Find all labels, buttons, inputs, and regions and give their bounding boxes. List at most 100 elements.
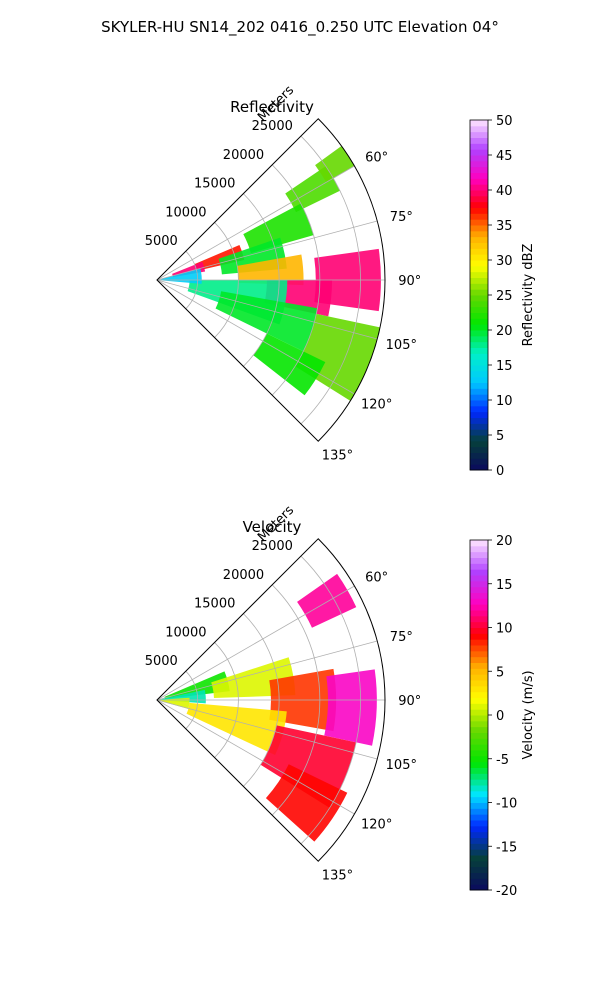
- reflectivity-colorbar-label: Reflectivity dBZ: [521, 244, 536, 347]
- colorbar-tick-label: 20: [496, 534, 513, 549]
- colorbar-segment: [470, 720, 488, 728]
- colorbar-segment: [470, 376, 488, 383]
- colorbar-segment: [470, 545, 488, 553]
- colorbar-segment: [470, 242, 488, 249]
- azimuth-tick-label: 135°: [322, 448, 353, 463]
- colorbar-segment: [470, 761, 488, 768]
- colorbar-segment: [470, 726, 488, 733]
- colorbar-segment: [470, 610, 488, 617]
- colorbar-segment: [470, 125, 488, 133]
- colorbar-tick-label: 5: [496, 665, 504, 680]
- velocity-echoes: [157, 573, 377, 842]
- colorbar-segment: [470, 417, 488, 424]
- colorbar-segment: [470, 563, 488, 570]
- colorbar-segment: [470, 172, 488, 179]
- range-tick-label: 25000: [252, 119, 293, 134]
- colorbar-segment: [470, 411, 488, 418]
- colorbar-segment: [470, 178, 488, 185]
- colorbar-segment: [470, 755, 488, 763]
- colorbar-segment: [470, 674, 488, 681]
- colorbar-segment: [470, 680, 488, 687]
- colorbar-segment: [470, 808, 488, 815]
- colorbar-segment: [470, 283, 488, 290]
- colorbar-segment: [470, 773, 488, 780]
- reflectivity-echoes: [160, 145, 381, 401]
- azimuth-spoke: [156, 279, 378, 340]
- colorbar-segment: [470, 394, 488, 401]
- sector-frame: [156, 538, 386, 862]
- echo-cell: [215, 291, 318, 352]
- colorbar-tick-label: 15: [496, 359, 513, 374]
- velocity-panel: Velocity 5000 10000 15000 20000 25000 60° 75°…: [145, 503, 536, 899]
- colorbar-segment: [470, 849, 488, 856]
- azimuth-tick-label: 120°: [361, 817, 392, 832]
- azimuth-spoke: [156, 165, 355, 281]
- colorbar-segment: [470, 160, 488, 168]
- colorbar-segment: [470, 370, 488, 378]
- echo-cell: [297, 573, 357, 628]
- range-tick-label: 20000: [223, 148, 264, 163]
- colorbar-segment: [470, 230, 488, 238]
- reflectivity-azimuth-labels: 60° 75° 90° 105° 120° 135°: [322, 151, 421, 464]
- velocity-range-labels: 5000 10000 15000 20000 25000: [145, 539, 293, 669]
- colorbar-segment: [470, 289, 488, 296]
- colorbar-segment: [470, 750, 488, 757]
- colorbar-segment: [470, 855, 488, 862]
- range-tick-label: 20000: [223, 568, 264, 583]
- colorbar-segment: [470, 137, 488, 144]
- colorbar-segment: [470, 551, 488, 558]
- colorbar-tick-label: 45: [496, 149, 513, 164]
- colorbar-segment: [470, 388, 488, 395]
- range-tick-label: 10000: [165, 625, 206, 640]
- colorbar-segment: [470, 650, 488, 658]
- colorbar-segment: [470, 767, 488, 774]
- colorbar-segment: [470, 732, 488, 739]
- colorbar-segment: [470, 423, 488, 430]
- azimuth-tick-label: 60°: [365, 571, 388, 586]
- range-tick-label: 15000: [194, 597, 235, 612]
- colorbar-tick-label: -5: [496, 753, 509, 768]
- colorbar-segment: [470, 825, 488, 833]
- velocity-colorbar: -20 -15 -10 -5 0 5 10 15 20: [469, 534, 517, 899]
- colorbar-segment: [470, 843, 488, 850]
- echo-cell: [295, 313, 381, 401]
- colorbar-segment: [470, 435, 488, 442]
- echo-cell: [253, 333, 326, 396]
- colorbar-segment: [470, 831, 488, 838]
- colorbar-segment: [470, 639, 488, 646]
- echo-cell: [186, 702, 287, 756]
- reflectivity-range-labels: 5000 10000 15000 20000 25000: [145, 119, 293, 249]
- colorbar-segment: [470, 405, 488, 413]
- colorbar-segment: [470, 254, 488, 261]
- colorbar-tick-label: 10: [496, 394, 513, 409]
- colorbar-segment: [470, 195, 488, 203]
- colorbar-segment: [470, 306, 488, 313]
- colorbar-segment: [470, 656, 488, 663]
- colorbar-segment: [470, 213, 488, 220]
- colorbar-segment: [470, 143, 488, 150]
- colorbar-segment: [470, 131, 488, 138]
- colorbar-segment: [470, 207, 488, 214]
- colorbar-segment: [470, 615, 488, 623]
- colorbar-segment: [470, 575, 488, 582]
- colorbar-segment: [470, 166, 488, 173]
- velocity-frame: [156, 538, 386, 862]
- echo-cell: [265, 764, 348, 842]
- colorbar-tick-label: 40: [496, 184, 513, 199]
- colorbar-segment: [470, 802, 488, 809]
- colorbar-segment: [470, 277, 488, 284]
- azimuth-spoke: [156, 220, 378, 281]
- velocity-colorbar-label: Velocity (m/s): [521, 670, 536, 759]
- azimuth-tick-label: 75°: [390, 210, 413, 225]
- colorbar-segment: [470, 312, 488, 319]
- range-tick-label: 10000: [165, 205, 206, 220]
- azimuth-spoke: [156, 699, 378, 760]
- colorbar-segment: [470, 184, 488, 191]
- colorbar-segment: [470, 872, 488, 879]
- colorbar-tick-label: 30: [496, 254, 513, 269]
- colorbar-segment: [470, 715, 488, 722]
- colorbar-segment: [470, 790, 488, 798]
- colorbar-segment: [470, 621, 488, 628]
